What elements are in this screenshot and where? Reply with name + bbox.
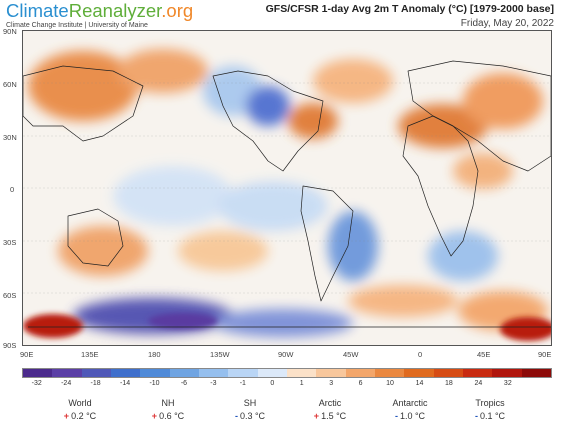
scale-tick-label: 14 [415, 380, 424, 387]
scale-tick-label: -14 [119, 380, 131, 387]
stat-antarctic: Antarctic -1.0 °C [380, 398, 440, 421]
logo-subtitle: Climate Change Institute | University of… [6, 22, 148, 29]
lat-label-0: 0 [10, 185, 15, 194]
stat-value: -1.0 °C [394, 411, 426, 421]
scale-tick-label: 18 [445, 380, 453, 387]
scale-swatch [52, 369, 82, 377]
stat-name: NH [161, 398, 175, 408]
stat-arctic: Arctic +1.5 °C [300, 398, 360, 421]
lon-label-90e-right: 90E [538, 350, 552, 359]
stat-sign: + [151, 411, 158, 421]
stat-value: -0.3 °C [234, 411, 266, 421]
scale-swatch [169, 369, 199, 377]
map-date: Friday, May 20, 2022 [460, 18, 554, 29]
logo[interactable]: ClimateReanalyzer.org [6, 1, 193, 21]
logo-part-reanalyzer: Reanalyzer [68, 0, 162, 21]
stat-sh: SH -0.3 °C [220, 398, 280, 421]
scale-swatch [404, 369, 434, 377]
scale-tick-label: -1 [239, 380, 246, 387]
stat-value: +0.6 °C [151, 411, 185, 421]
scale-tick-label: -6 [180, 380, 188, 387]
stat-value: +0.2 °C [63, 411, 97, 421]
stat-name: World [68, 398, 92, 408]
lon-label-90e: 90E [20, 350, 34, 359]
stat-value: -0.1 °C [474, 411, 506, 421]
scale-swatch [316, 369, 346, 377]
stat-tropics: Tropics -0.1 °C [460, 398, 520, 421]
scale-swatch [140, 369, 170, 377]
lat-label-30s: 30S [3, 238, 17, 247]
stat-sign: + [313, 411, 320, 421]
lon-label-135w: 135W [210, 350, 230, 359]
stat-name: Arctic [318, 398, 342, 408]
lon-label-45w: 45W [343, 350, 359, 359]
scale-swatch [286, 369, 317, 377]
scale-tick-label: 3 [329, 380, 334, 387]
lat-label-60n: 60N [3, 80, 17, 89]
scale-swatch [433, 369, 463, 377]
scale-tick-label: 24 [474, 380, 483, 387]
map-canvas [23, 31, 551, 345]
lon-label-45e: 45E [477, 350, 491, 359]
scale-tick-label: 0 [270, 380, 275, 387]
scale-tick-label: 1 [299, 380, 304, 387]
lat-label-60s: 60S [3, 291, 17, 300]
scale-swatch [462, 369, 493, 377]
scale-swatch [374, 369, 405, 377]
scale-tick-label: -24 [61, 380, 72, 387]
map-title: GFS/CFSR 1-day Avg 2m T Anomaly (°C) [19… [265, 3, 554, 15]
scale-tick-label: -18 [90, 380, 101, 387]
scale-swatch [110, 369, 141, 377]
scale-swatch [492, 369, 522, 377]
scale-tick-label: 6 [358, 380, 363, 387]
stat-sign: - [474, 411, 478, 421]
stat-name: Tropics [475, 398, 505, 408]
logo-part-climate: Climate [6, 0, 69, 21]
logo-part-org: .org [161, 0, 194, 21]
scale-swatch [228, 369, 258, 377]
lon-label-180: 180 [148, 350, 161, 359]
stat-sign: - [394, 411, 398, 421]
scale-swatch [198, 369, 229, 377]
brand[interactable]: ClimateReanalyzer.org Climate Change Ins… [6, 1, 193, 30]
stat-sign: - [234, 411, 238, 421]
lat-label-30n: 30N [3, 133, 17, 142]
stat-value: +1.5 °C [313, 411, 347, 421]
scale-swatch [257, 369, 287, 377]
title-block: GFS/CFSR 1-day Avg 2m T Anomaly (°C) [19… [266, 3, 554, 29]
stat-sign: + [63, 411, 70, 421]
stat-world: World +0.2 °C [50, 398, 110, 421]
lon-label-0: 0 [418, 350, 423, 359]
scale-tick-label: -10 [149, 380, 160, 387]
lat-label-90s: 90S [3, 341, 17, 350]
lat-label-90n: 90N [3, 27, 17, 36]
color-scale [22, 368, 552, 378]
stat-name: Antarctic [392, 398, 428, 408]
anomaly-map[interactable] [22, 30, 552, 346]
stat-name: SH [243, 398, 257, 408]
lon-label-135e: 135E [81, 350, 99, 359]
scale-swatch [81, 369, 111, 377]
scale-swatch [345, 369, 375, 377]
scale-tick-label: -3 [210, 380, 217, 387]
scale-swatch [521, 369, 551, 377]
lon-label-90w: 90W [278, 350, 294, 359]
scale-tick-label: 10 [386, 380, 394, 387]
scale-tick-label: 32 [503, 380, 512, 387]
stat-nh: NH +0.6 °C [138, 398, 198, 421]
scale-tick-label: -32 [31, 380, 42, 387]
scale-swatch [23, 369, 53, 377]
